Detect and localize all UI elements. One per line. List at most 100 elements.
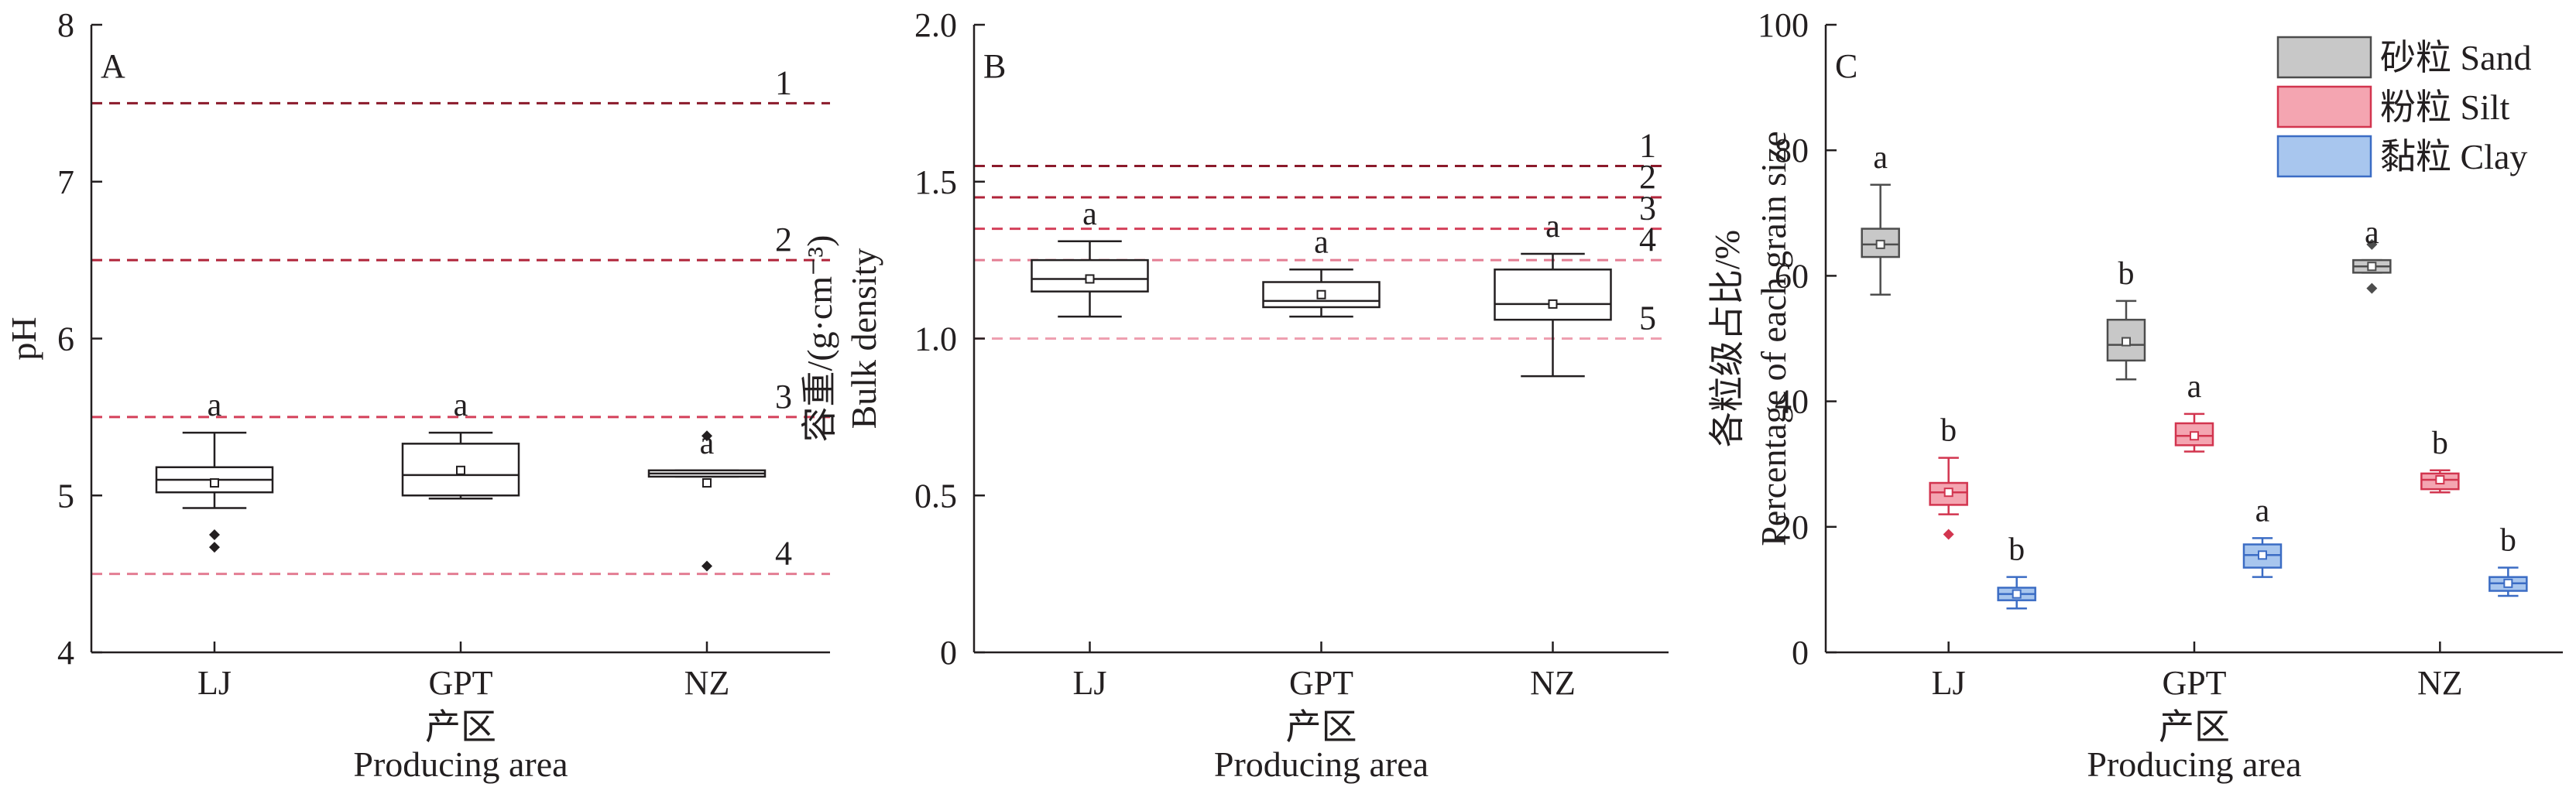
x-axis-title: Producing area <box>353 744 568 784</box>
significance-letter: a <box>1314 224 1329 260</box>
y-axis-title: pH <box>4 317 43 360</box>
legend-swatch <box>2276 135 2372 178</box>
reference-line-label: 5 <box>1639 299 1656 337</box>
y-tick-label: 60 <box>1775 257 1809 295</box>
outlier-point <box>1943 529 1954 540</box>
mean-marker <box>2258 550 2267 560</box>
x-tick-label: LJ <box>1932 664 1966 702</box>
panel-letter: C <box>1835 47 1857 85</box>
legend-label: 黏粒 Clay <box>2380 137 2527 176</box>
significance-letter: a <box>1545 209 1560 245</box>
x-tick-label: LJ <box>1073 664 1107 702</box>
x-tick-label: NZ <box>1530 664 1576 702</box>
significance-letter: b <box>2432 426 2448 461</box>
mean-marker <box>2190 431 2199 441</box>
box-gpt-1: a <box>2174 369 2214 453</box>
x-axis-title: 产区 <box>425 707 496 747</box>
panel-letter: B <box>983 47 1006 85</box>
box-nz: a <box>1494 209 1612 378</box>
legend-label: 砂粒 Sand <box>2380 38 2532 77</box>
mean-marker <box>2503 578 2513 588</box>
mean-marker <box>1085 274 1095 284</box>
x-tick-label: GPT <box>2162 664 2226 702</box>
mean-marker <box>2367 262 2377 272</box>
reference-line-label: 2 <box>775 221 792 258</box>
box-lj-2: b <box>1997 532 2036 610</box>
y-tick-label: 2.0 <box>914 6 957 44</box>
box-nz-1: b <box>2420 426 2460 494</box>
box-gpt: a <box>1262 224 1381 318</box>
mean-marker <box>1943 488 1953 498</box>
mean-marker <box>456 465 465 475</box>
reference-line-label: 4 <box>1639 221 1656 258</box>
outlier-point <box>701 430 712 442</box>
mean-marker <box>1316 289 1326 299</box>
y-tick-label: 40 <box>1775 383 1809 421</box>
x-axis-title: 产区 <box>2159 707 2230 747</box>
outlier-point <box>2366 282 2378 294</box>
box-lj-1: b <box>1929 413 1968 540</box>
box-nz-2: b <box>2489 523 2528 597</box>
y-tick-label: 8 <box>57 6 74 44</box>
significance-letter: a <box>208 388 222 423</box>
outlier-point <box>209 542 220 553</box>
x-axis-title: Producing area <box>2087 744 2301 784</box>
y-tick-label: 1.0 <box>914 320 957 358</box>
significance-letter: a <box>454 388 468 423</box>
significance-letter: a <box>700 426 715 461</box>
x-tick-label: GPT <box>428 664 492 702</box>
outlier-point <box>701 560 712 572</box>
y-tick-label: 20 <box>1775 508 1809 546</box>
significance-letter: a <box>2255 493 2270 529</box>
y-tick-label: 80 <box>1775 132 1809 169</box>
box-lj-0: a <box>1861 140 1900 296</box>
reference-line-label: 1 <box>775 63 792 101</box>
y-tick-label: 0.5 <box>914 477 957 515</box>
box-gpt: a <box>401 388 520 500</box>
legend: 砂粒 Sand 粉粒 Silt 黏粒 Clay <box>2276 36 2532 178</box>
y-tick-label: 5 <box>57 477 74 515</box>
y-tick-label: 100 <box>1758 6 1809 44</box>
y-tick-label: 1.5 <box>914 163 957 201</box>
x-tick-label: NZ <box>684 664 730 702</box>
outlier-point <box>209 529 220 540</box>
mean-marker <box>2122 337 2131 347</box>
x-axis-title: 产区 <box>1286 707 1357 747</box>
significance-letter: b <box>2008 532 2025 568</box>
significance-letter: b <box>2500 523 2516 559</box>
legend-swatch <box>2276 85 2372 128</box>
legend-swatch <box>2276 36 2372 79</box>
y-tick-label: 4 <box>57 634 74 672</box>
box-nz: a <box>647 426 767 572</box>
significance-letter: a <box>2365 215 2379 251</box>
significance-letter: b <box>2118 256 2135 292</box>
legend-label: 粉粒 Silt <box>2380 87 2510 127</box>
outlier-point <box>2366 238 2378 250</box>
significance-letter: a <box>1873 140 1888 176</box>
box-gpt-0: b <box>2106 256 2146 381</box>
reference-line-label: 1 <box>1639 126 1656 164</box>
box-lj: a <box>1031 197 1149 318</box>
y-axis-title: 各粒级占比/% <box>1707 230 1747 447</box>
x-tick-label: LJ <box>197 664 232 702</box>
significance-letter: b <box>1940 413 1957 449</box>
reference-line-label: 3 <box>1639 190 1656 228</box>
y-tick-label: 0 <box>1792 634 1809 672</box>
box-body <box>1494 269 1612 321</box>
y-tick-label: 6 <box>57 320 74 358</box>
y-axis-title: 容重/(g·cm⁻³) <box>800 234 839 442</box>
mean-marker <box>210 478 219 488</box>
mean-marker <box>1548 299 1558 309</box>
panel-letter: A <box>101 47 125 85</box>
box-nz-0: a <box>2352 215 2392 294</box>
y-tick-label: 7 <box>57 163 74 201</box>
reference-line-label: 3 <box>775 378 792 416</box>
y-tick-label: 0 <box>940 634 957 672</box>
mean-marker <box>2012 589 2022 599</box>
box-lj: a <box>155 388 274 553</box>
y-axis-title: Bulk density <box>844 248 883 429</box>
